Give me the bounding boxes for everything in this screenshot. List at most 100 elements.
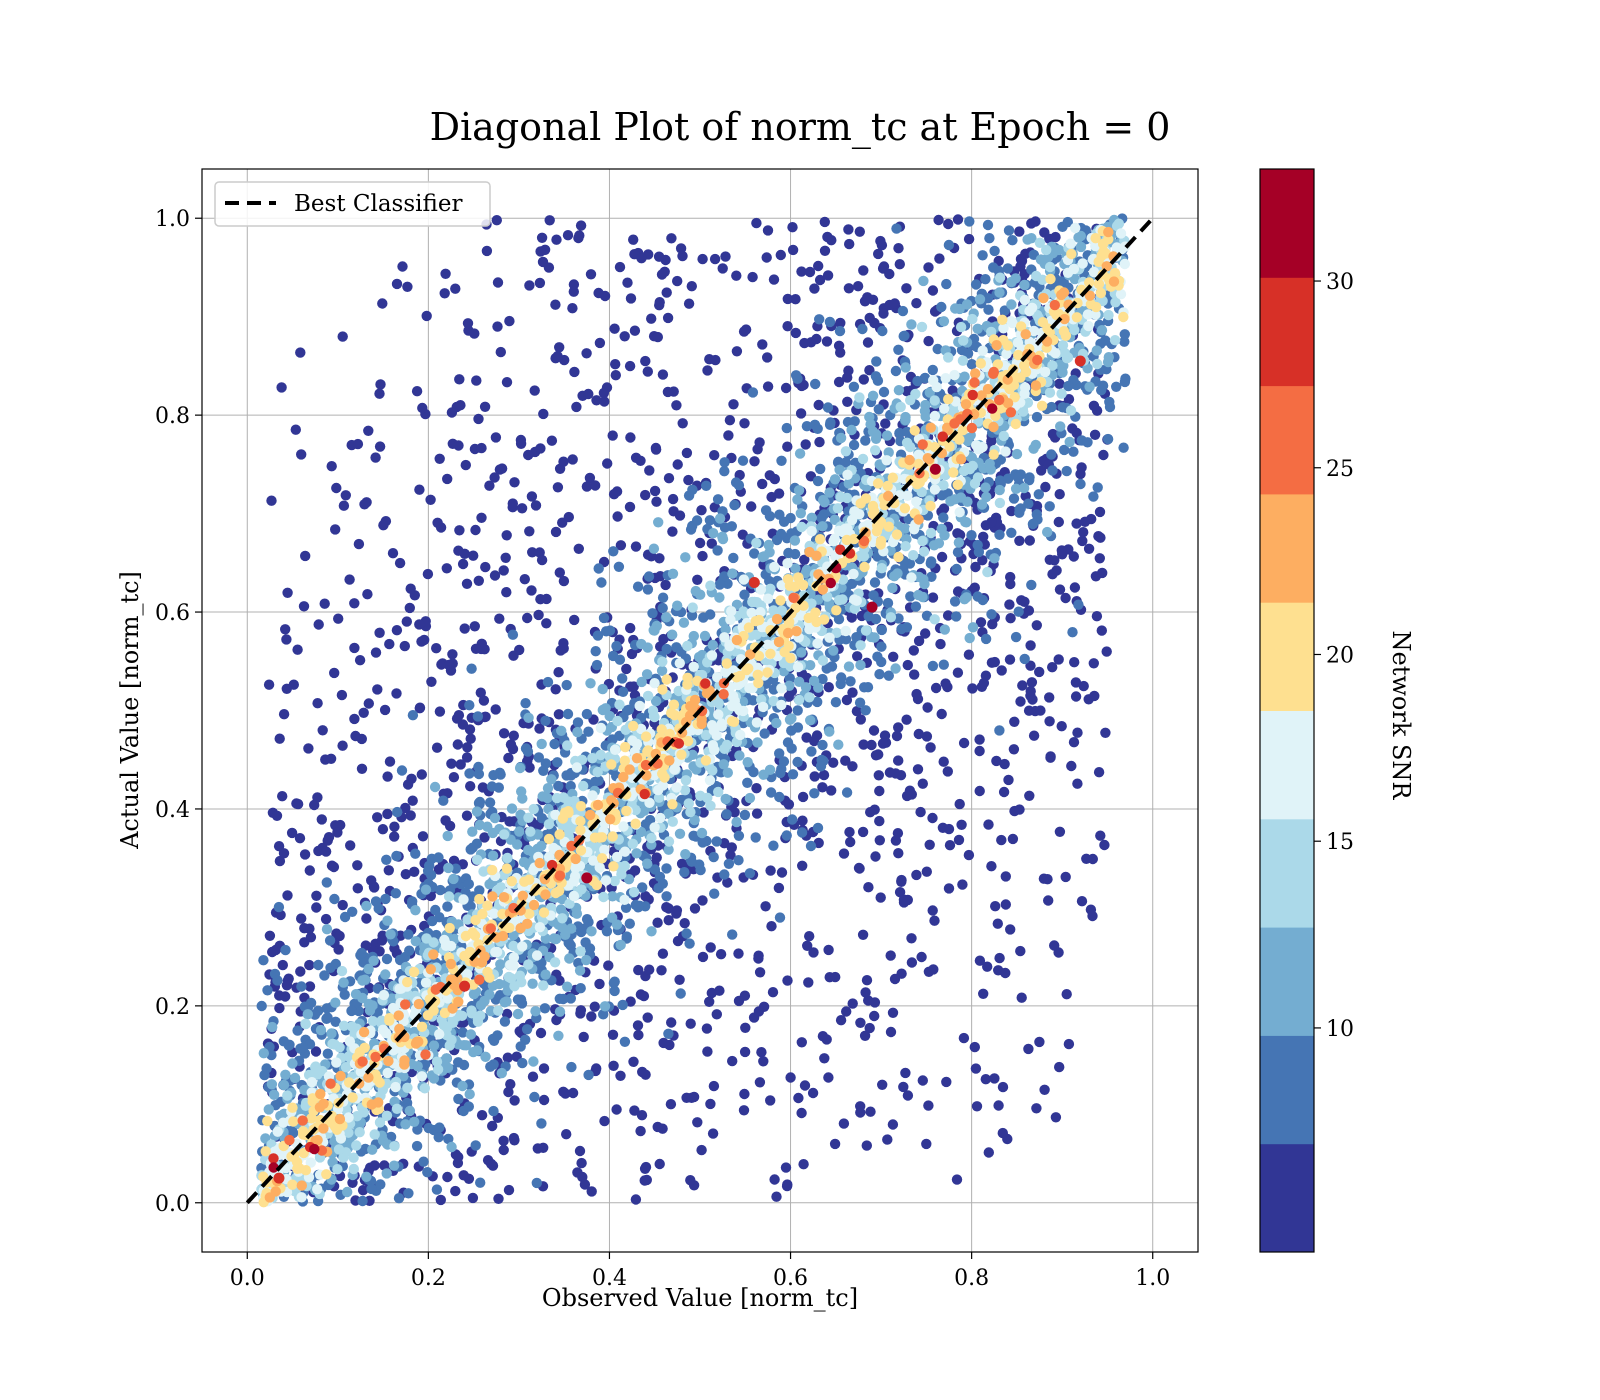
scatter-point xyxy=(322,924,332,934)
scatter-point xyxy=(583,1070,593,1080)
scatter-point xyxy=(658,1038,668,1048)
scatter-point xyxy=(578,781,588,791)
scatter-point xyxy=(977,250,987,260)
scatter-point xyxy=(466,664,476,674)
scatter-point xyxy=(943,352,953,362)
scatter-point xyxy=(937,709,947,719)
scatter-point xyxy=(554,342,564,352)
scatter-point xyxy=(472,855,482,865)
scatter-point xyxy=(943,766,953,776)
scatter-point xyxy=(779,517,789,527)
scatter-point xyxy=(646,833,656,843)
scatter-point xyxy=(402,616,412,626)
scatter-point xyxy=(823,1072,833,1082)
scatter-point xyxy=(540,716,550,726)
scatter-point xyxy=(871,614,881,624)
scatter-point xyxy=(979,678,989,688)
scatter-point xyxy=(599,613,609,623)
scatter-point xyxy=(859,374,869,384)
scatter-point xyxy=(709,1081,719,1091)
scatter-point xyxy=(397,261,407,271)
scatter-point xyxy=(1087,911,1097,921)
scatter-point xyxy=(1095,553,1105,563)
scatter-point xyxy=(788,769,798,779)
scatter-point xyxy=(943,219,953,229)
scatter-point xyxy=(784,799,794,809)
scatter-point xyxy=(319,970,329,980)
scatter-point xyxy=(672,601,682,611)
scatter-point xyxy=(1071,677,1081,687)
scatter-point xyxy=(794,485,804,495)
scatter-point xyxy=(280,945,290,955)
scatter-point xyxy=(1089,401,1099,411)
scatter-point xyxy=(654,252,664,262)
scatter-point xyxy=(1105,402,1115,412)
scatter-point xyxy=(471,1140,481,1150)
scatter-point xyxy=(292,645,302,655)
scatter-point xyxy=(840,756,850,766)
scatter-point xyxy=(1005,572,1015,582)
scatter-point xyxy=(448,1018,458,1028)
scatter-point xyxy=(550,300,560,310)
scatter-point xyxy=(382,809,392,819)
scatter-point xyxy=(970,562,980,572)
scatter-point xyxy=(685,807,695,817)
scatter-point xyxy=(471,375,481,385)
scatter-point xyxy=(926,528,936,538)
scatter-point xyxy=(982,962,992,972)
scatter-point xyxy=(596,750,606,760)
scatter-point xyxy=(655,297,665,307)
scatter-point xyxy=(727,929,737,939)
scatter-point xyxy=(609,489,619,499)
scatter-point xyxy=(740,810,750,820)
scatter-point xyxy=(453,1152,463,1162)
scatter-point xyxy=(823,402,833,412)
scatter-point xyxy=(539,1063,549,1073)
scatter-point xyxy=(776,456,786,466)
scatter-point xyxy=(763,225,773,235)
scatter-point xyxy=(818,1031,828,1041)
scatter-point xyxy=(338,977,348,987)
scatter-point xyxy=(329,894,339,904)
scatter-point xyxy=(496,347,506,357)
scatter-point xyxy=(875,835,885,845)
scatter-point xyxy=(814,400,824,410)
scatter-point xyxy=(1044,692,1054,702)
scatter-point xyxy=(798,792,808,802)
scatter-point xyxy=(652,918,662,928)
scatter-point xyxy=(954,537,964,547)
scatter-point xyxy=(417,769,427,779)
scatter-point xyxy=(675,510,685,520)
scatter-point xyxy=(362,589,372,599)
scatter-point xyxy=(1014,536,1024,546)
scatter-point xyxy=(674,975,684,985)
scatter-point xyxy=(709,450,719,460)
scatter-point xyxy=(945,840,955,850)
scatter-point xyxy=(869,632,879,642)
scatter-point xyxy=(380,705,390,715)
scatter-point xyxy=(515,763,525,773)
scatter-point xyxy=(513,1009,523,1019)
scatter-point xyxy=(1054,1062,1064,1072)
scatter-point xyxy=(480,402,490,412)
scatter-point xyxy=(810,771,820,781)
scatter-point xyxy=(896,624,906,634)
scatter-point xyxy=(898,306,908,316)
scatter-point xyxy=(295,966,305,976)
scatter-point xyxy=(435,454,445,464)
scatter-point xyxy=(1095,507,1105,517)
scatter-point xyxy=(716,949,726,959)
scatter-point xyxy=(435,706,445,716)
scatter-point xyxy=(658,949,668,959)
scatter-point xyxy=(1026,580,1036,590)
scatter-point xyxy=(684,938,694,948)
scatter-point xyxy=(1057,367,1067,377)
scatter-point xyxy=(968,622,978,632)
scatter-point xyxy=(280,1070,290,1080)
scatter-point xyxy=(701,481,711,491)
scatter-point xyxy=(937,524,947,534)
scatter-point xyxy=(504,316,514,326)
scatter-point xyxy=(491,432,501,442)
scatter-point xyxy=(594,979,604,989)
scatter-point xyxy=(442,563,452,573)
